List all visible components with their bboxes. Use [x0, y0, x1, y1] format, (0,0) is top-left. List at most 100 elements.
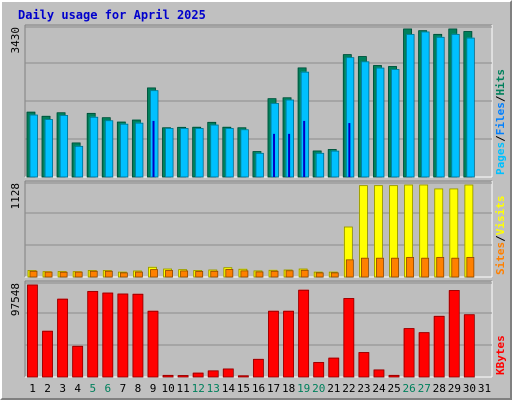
bar-files-day-6 [104, 120, 114, 178]
bar-sites-day-4 [74, 271, 83, 278]
legend-kbytes: KBytes [494, 335, 507, 375]
bar-pages-day-19 [303, 120, 306, 177]
bar-kbytes-day-6 [102, 292, 114, 378]
x-tick-label: 15 [237, 382, 250, 395]
bar-sites-day-25 [391, 257, 399, 278]
bar-sites-day-9 [150, 269, 158, 278]
x-tick-label: 24 [372, 382, 386, 395]
x-tick-label: 30 [463, 382, 476, 395]
bar-kbytes-day-28 [433, 315, 445, 378]
bar-files-day-20 [315, 152, 325, 178]
x-tick-label: 6 [105, 382, 112, 395]
bar-kbytes-day-19 [298, 289, 310, 378]
bar-files-day-25 [391, 69, 400, 178]
bar-sites-day-30 [466, 256, 475, 278]
bar-files-day-24 [375, 67, 385, 178]
bar-files-day-14 [225, 128, 234, 178]
bar-kbytes-day-23 [358, 352, 370, 378]
bar-kbytes-day-14 [222, 368, 234, 378]
bar-files-day-27 [421, 31, 430, 178]
bar-files-day-11 [180, 128, 189, 178]
legend-hits: Hits [494, 69, 507, 96]
x-tick-label: 17 [267, 382, 280, 395]
bar-kbytes-day-21 [328, 357, 340, 378]
bar-files-day-23 [360, 61, 370, 178]
bar-kbytes-day-16 [252, 358, 264, 378]
bar-files-day-10 [165, 128, 174, 178]
bar-sites-day-24 [375, 257, 384, 278]
bar-pages-day-17 [273, 133, 276, 177]
x-tick-label: 5 [89, 382, 96, 395]
x-tick-label: 25 [387, 382, 400, 395]
bar-sites-day-1 [29, 270, 38, 278]
bar-files-day-8 [134, 122, 144, 178]
x-tick-label: 7 [120, 382, 127, 395]
x-axis-labels: 1 2 3 4 5 6 7 8 9 10 11 12 13 14 15 16 17 18 19 20 21 22 23 24 2… [29, 382, 491, 395]
bar-sites-day-6 [104, 270, 113, 278]
bar-files-day-12 [195, 128, 204, 178]
bar-kbytes-day-13 [207, 370, 219, 378]
bar-kbytes-day-9 [147, 310, 159, 378]
bar-sites-day-23 [360, 257, 369, 278]
x-tick-label: 11 [177, 382, 190, 395]
bar-sites-day-22 [345, 259, 354, 278]
bar-kbytes-day-29 [448, 290, 460, 378]
x-tick-label: 27 [418, 382, 431, 395]
legend-separator: / [494, 135, 507, 142]
bar-kbytes-day-5 [87, 290, 99, 378]
y-max-label: 3430 [9, 27, 22, 54]
bar-kbytes-day-3 [57, 298, 69, 378]
bar-files-day-29 [451, 33, 460, 178]
bar-kbytes-day-18 [283, 310, 294, 378]
x-tick-label: 31 [478, 382, 491, 395]
x-tick-label: 19 [297, 382, 310, 395]
bar-sites-day-15 [240, 270, 249, 278]
bar-pages-day-18 [288, 133, 291, 177]
legend-files: Files [494, 102, 507, 135]
plot-area [25, 181, 492, 277]
x-tick-label: 4 [74, 382, 81, 395]
x-tick-label: 12 [192, 382, 205, 395]
x-tick-label: 2 [44, 382, 51, 395]
bar-files-day-21 [330, 150, 340, 178]
bar-sites-day-28 [436, 256, 445, 278]
bar-sites-day-19 [300, 269, 309, 278]
bar-kbytes-day-15 [237, 375, 249, 378]
panel-visits-sites: 1128 Sites/Visits [9, 180, 507, 278]
bar-sites-day-13 [210, 270, 219, 278]
bar-kbytes-day-22 [343, 298, 355, 378]
bar-kbytes-day-27 [418, 332, 430, 378]
bar-sites-day-27 [421, 257, 430, 278]
bar-files-day-1 [29, 114, 38, 178]
side-legend: Sites/Visits [494, 196, 507, 276]
side-legend: Pages/Files/Hits [494, 69, 507, 175]
bar-files-day-30 [466, 37, 475, 178]
bar-files-day-2 [44, 119, 53, 178]
y-max-label: 97548 [9, 283, 22, 316]
bar-sites-day-21 [330, 272, 339, 278]
bar-kbytes-day-7 [117, 293, 129, 378]
x-tick-label: 28 [433, 382, 446, 395]
bar-pages-day-22 [348, 123, 351, 177]
x-tick-label: 20 [312, 382, 325, 395]
x-tick-label: 13 [207, 382, 220, 395]
bar-sites-day-17 [270, 270, 279, 278]
x-tick-label: 21 [327, 382, 340, 395]
bar-kbytes-day-8 [132, 293, 144, 378]
x-tick-label: 26 [403, 382, 416, 395]
bar-files-day-7 [119, 123, 129, 178]
bar-kbytes-day-25 [388, 374, 400, 378]
side-legend: KBytes [494, 335, 507, 375]
bar-sites-day-3 [59, 271, 68, 278]
x-tick-label: 10 [161, 382, 174, 395]
x-tick-label: 1 [29, 382, 36, 395]
bar-kbytes-day-24 [373, 369, 385, 378]
x-tick-label: 9 [150, 382, 157, 395]
bar-sites-day-20 [315, 272, 324, 278]
x-tick-label: 8 [135, 382, 142, 395]
y-max-label: 1128 [9, 183, 22, 210]
legend-separator: / [494, 235, 507, 242]
x-tick-label: 22 [342, 382, 355, 395]
bar-sites-day-8 [134, 271, 143, 278]
